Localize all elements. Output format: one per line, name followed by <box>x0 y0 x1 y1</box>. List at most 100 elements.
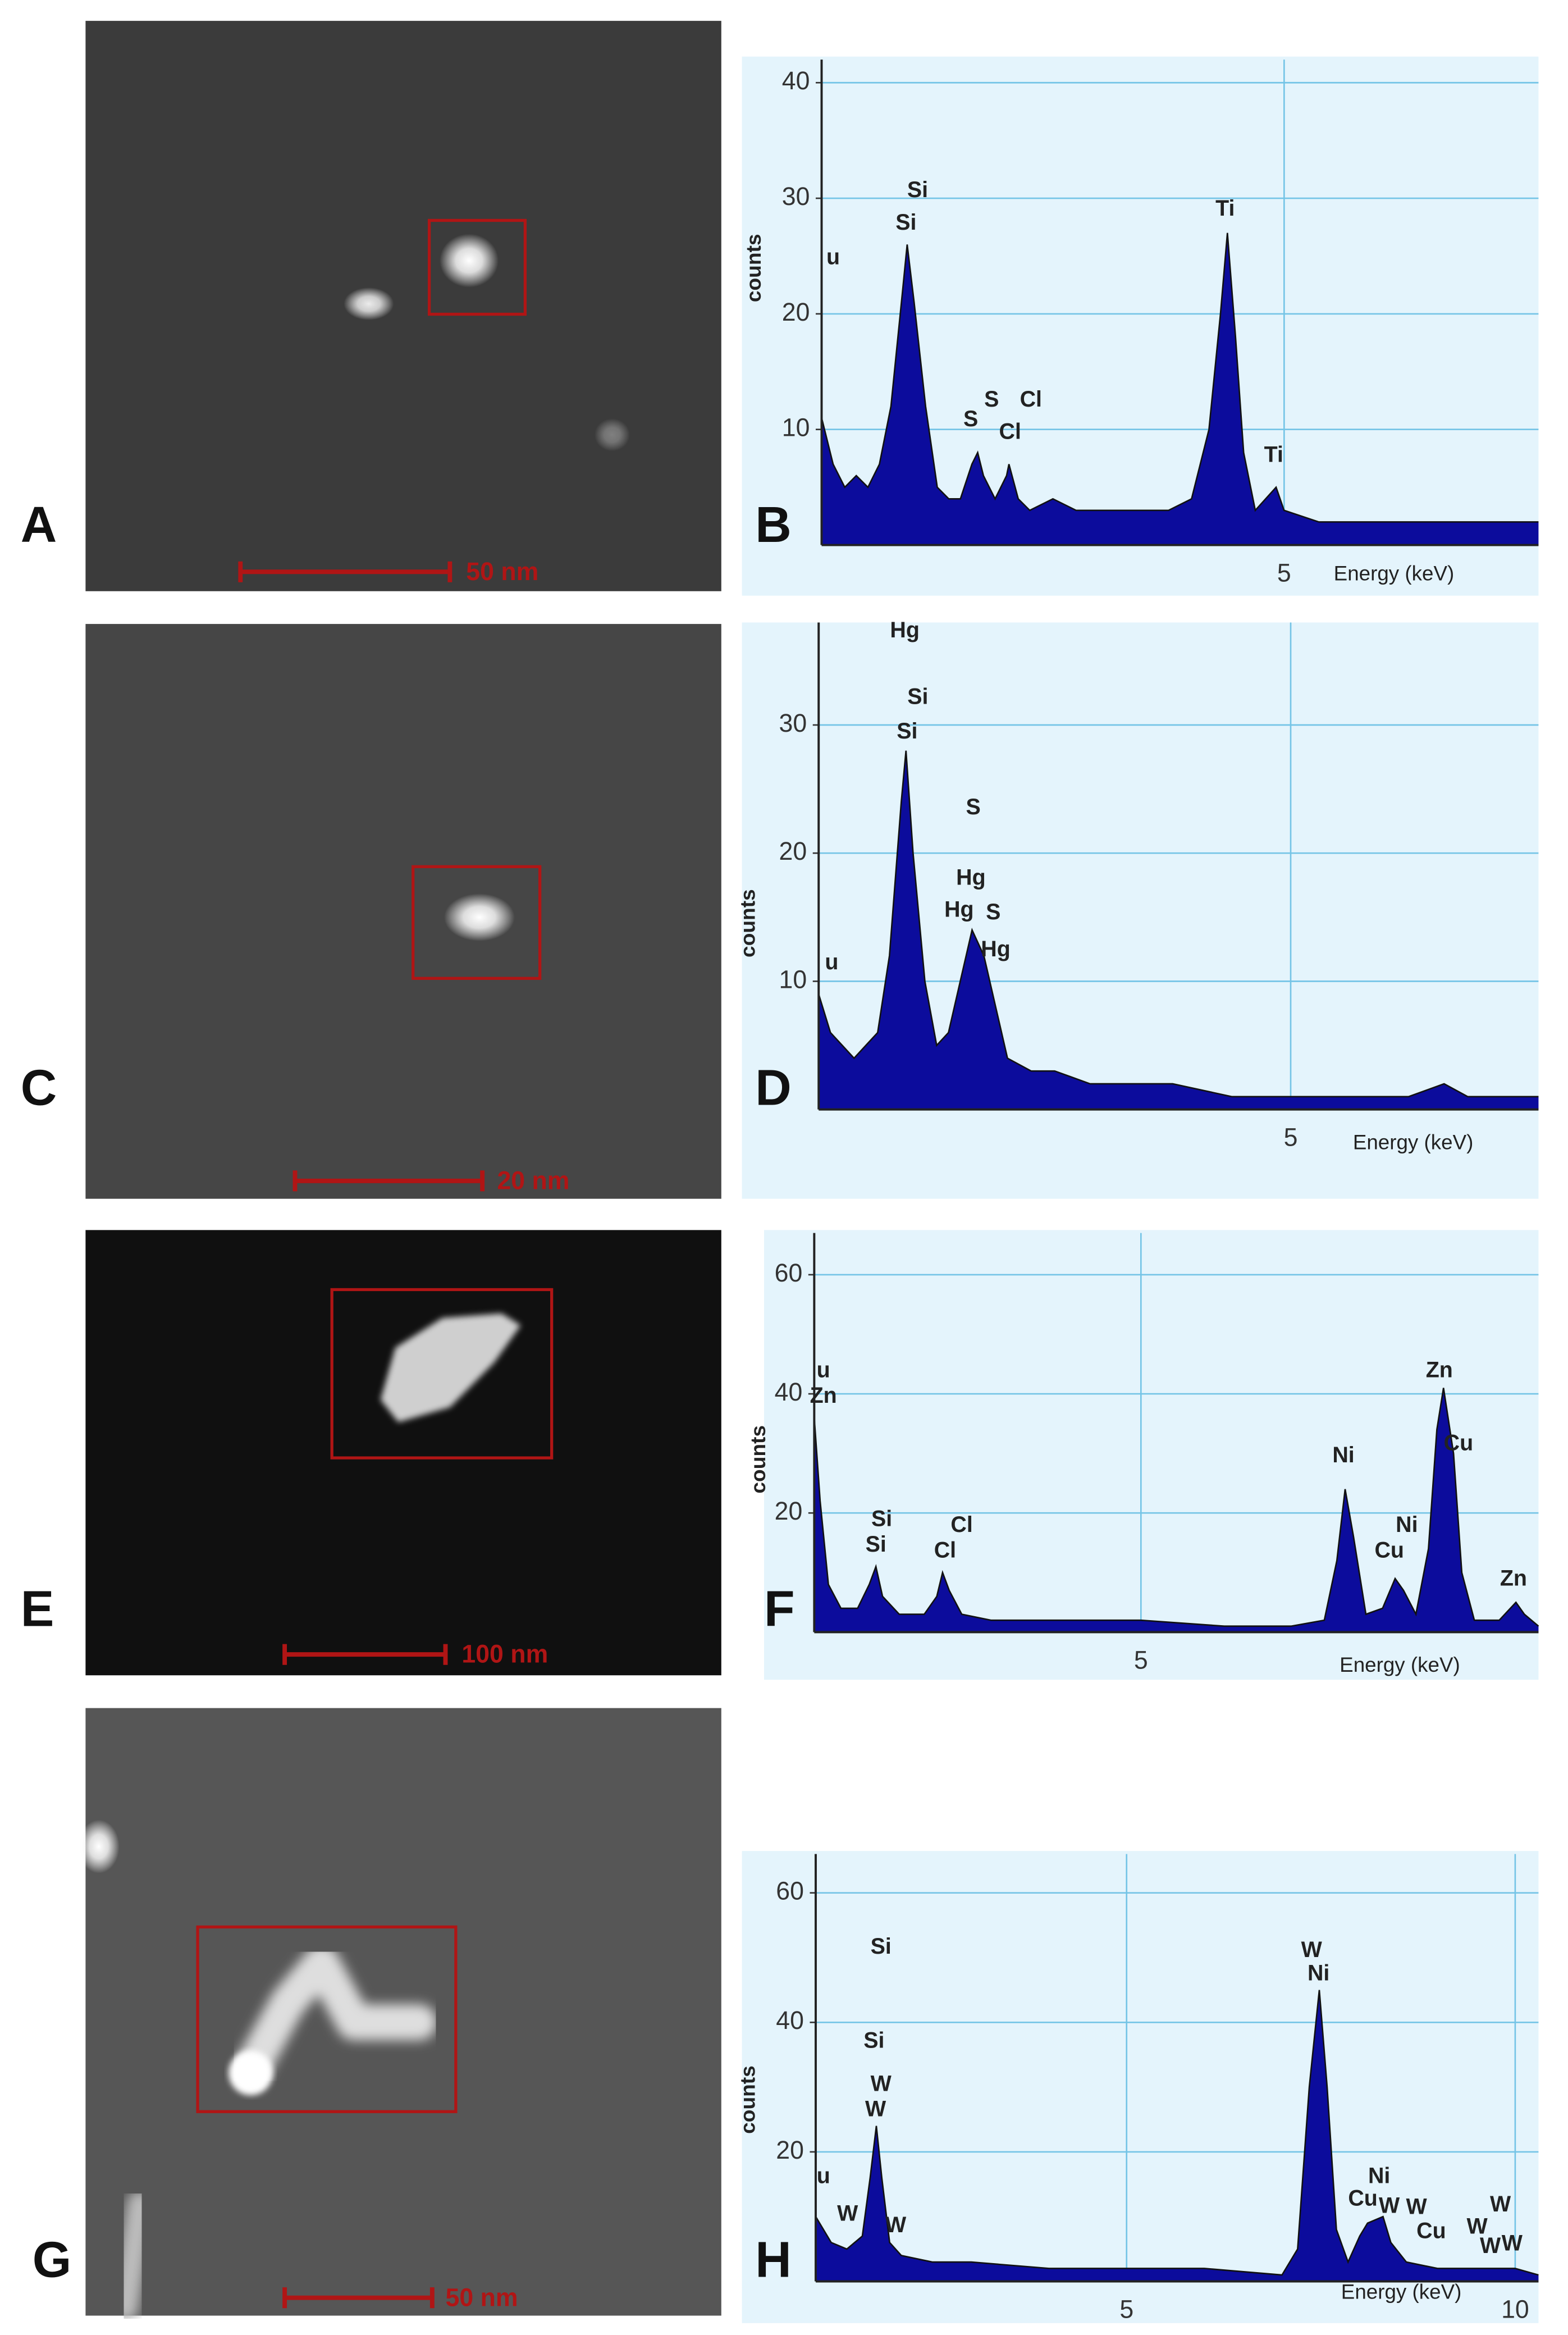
panel-label: D <box>755 1060 792 1116</box>
peak-label: W <box>1301 1937 1323 1962</box>
x-tick-label: 5 <box>1134 1645 1148 1674</box>
peak-label: u <box>825 950 838 974</box>
peak-label: W <box>1480 2233 1501 2258</box>
y-tick-label: 10 <box>782 413 810 441</box>
panel-label: C <box>21 1060 57 1116</box>
y-tick-label: 60 <box>776 1876 804 1905</box>
peak-label: u <box>817 1357 830 1382</box>
x-axis-label: Energy (keV) <box>1353 1130 1474 1153</box>
scale-bar-label: 20 nm <box>497 1166 569 1194</box>
peak-label: Si <box>907 177 928 202</box>
peak-label: W <box>1502 2231 1523 2255</box>
peak-label: Cu <box>1374 1538 1404 1563</box>
peak-label: Si <box>871 1934 892 1959</box>
peak-label: Cl <box>1020 387 1042 412</box>
peak-label: Hg <box>981 937 1011 961</box>
peak-label: Hg <box>944 897 974 922</box>
x-tick-label: 5 <box>1277 558 1291 587</box>
peak-label: W <box>1466 2214 1488 2238</box>
peak-label: S <box>986 900 1000 924</box>
y-tick-label: 40 <box>782 66 810 95</box>
peak-label: Si <box>863 2028 884 2053</box>
peak-label: Hg <box>956 865 986 890</box>
y-tick-label: 20 <box>779 837 807 865</box>
peak-label: W <box>1406 2195 1428 2219</box>
micrograph: 100 nm E <box>21 1230 721 1676</box>
peak-label: Ni <box>1332 1443 1354 1467</box>
spectrum-line <box>821 232 1539 523</box>
panel-label: A <box>21 497 57 553</box>
x-axis-label: Energy (keV) <box>1341 2280 1462 2303</box>
y-axis-label: counts <box>737 2065 760 2134</box>
scale-bar-label: 50 nm <box>445 2283 518 2311</box>
x-axis-label: Energy (keV) <box>1334 562 1455 585</box>
peak-label: W <box>871 2071 892 2096</box>
x-tick-label: 5 <box>1119 2295 1133 2323</box>
peak-label: S <box>984 387 999 412</box>
y-tick-label: 60 <box>775 1258 803 1287</box>
peak-label: Hg <box>890 618 920 642</box>
y-tick-label: 40 <box>775 1378 803 1406</box>
panel-label: B <box>755 497 792 553</box>
peak-label: Si <box>907 684 928 709</box>
y-axis-label: counts <box>747 1425 770 1494</box>
peak-label: W <box>885 2213 907 2237</box>
peak-label: Ni <box>1368 2163 1390 2188</box>
peak-label: Cu <box>1348 2186 1378 2211</box>
peak-label: Si <box>895 210 916 235</box>
peak-label: Ti <box>1264 442 1283 467</box>
peak-label: W <box>1490 2192 1511 2217</box>
peak-label: Zn <box>810 1383 837 1408</box>
spectrum-line <box>815 1990 1539 2276</box>
peak-label: Ni <box>1396 1512 1418 1537</box>
peak-label: Ni <box>1308 1960 1329 1985</box>
micrograph: 50 nm A <box>21 21 721 591</box>
spectrum-line <box>813 1388 1539 1627</box>
y-tick-label: 30 <box>779 709 807 737</box>
spectrum-area <box>815 1990 1539 2282</box>
y-tick-label: 20 <box>775 1497 803 1525</box>
x-axis-label: Energy (keV) <box>1340 1653 1460 1676</box>
panel-label: F <box>764 1581 795 1637</box>
peak-label: u <box>826 244 840 269</box>
peak-label: Si <box>897 719 917 744</box>
peak-label: Cu <box>1416 2218 1446 2243</box>
peak-label: Cl <box>934 1538 956 1563</box>
micrograph: 20 nm C <box>21 624 721 1199</box>
peak-label: Cl <box>950 1512 972 1537</box>
peak-label: Si <box>866 1532 886 1557</box>
peak-label: W <box>837 2201 858 2225</box>
scale-bar-label: 50 nm <box>466 557 538 586</box>
y-tick-label: 30 <box>782 182 810 211</box>
x-tick-label: 10 <box>1501 2295 1529 2323</box>
y-tick-label: 40 <box>776 2006 804 2035</box>
peak-label: Cu <box>1444 1431 1474 1456</box>
peak-label: Cl <box>999 419 1021 444</box>
scale-bar-label: 100 nm <box>461 1640 548 1668</box>
panel-label: H <box>755 2232 792 2288</box>
spectrum-area <box>821 232 1539 545</box>
peak-label: W <box>1379 2193 1400 2218</box>
peak-label: Zn <box>1500 1566 1527 1590</box>
x-tick-label: 5 <box>1284 1123 1298 1151</box>
panel-label: G <box>33 2232 71 2288</box>
panel-background <box>742 622 1539 1199</box>
y-tick-label: 20 <box>776 2136 804 2164</box>
peak-label: W <box>865 2096 886 2121</box>
y-axis-label: counts <box>737 889 760 957</box>
peak-label: S <box>966 795 980 819</box>
micrograph: 50 nm G <box>33 1708 721 2322</box>
spectrum-area <box>819 750 1539 1110</box>
peak-label: Zn <box>1426 1357 1453 1382</box>
spectrum-area <box>814 1388 1539 1632</box>
peak-label: S <box>963 407 978 431</box>
peak-label: u <box>817 2163 830 2188</box>
y-tick-label: 10 <box>779 965 807 993</box>
panel-label: E <box>21 1581 54 1637</box>
